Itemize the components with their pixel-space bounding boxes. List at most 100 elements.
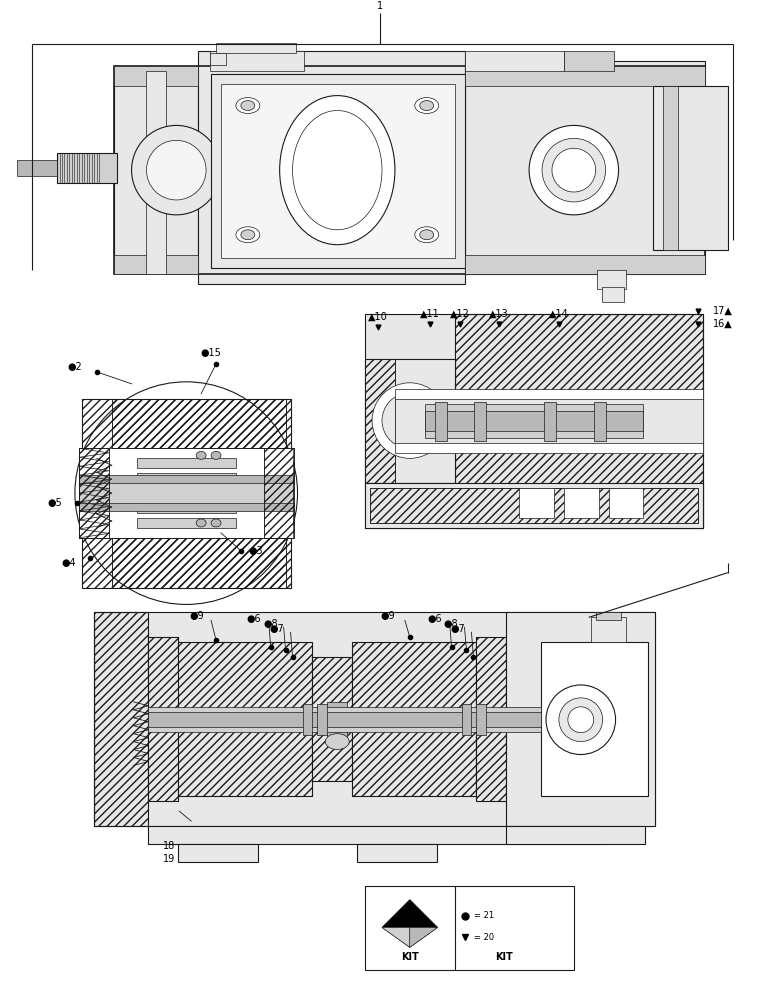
Text: ●15: ●15 (200, 348, 221, 358)
Ellipse shape (415, 227, 439, 243)
Text: = 21: = 21 (475, 911, 495, 920)
Bar (370, 488, 698, 523)
Text: ●5: ●5 (48, 498, 62, 508)
Bar (210, 53, 226, 65)
Circle shape (542, 138, 606, 202)
Text: ●7: ●7 (451, 624, 465, 634)
Text: ▲10: ▲10 (368, 312, 388, 322)
Bar (114, 71, 198, 270)
Text: ●3: ●3 (249, 546, 263, 556)
Bar (263, 448, 293, 538)
Bar (178, 642, 313, 796)
Text: 16▲: 16▲ (713, 319, 733, 329)
Bar (79, 448, 293, 538)
Text: 18: 18 (164, 841, 175, 851)
Polygon shape (382, 927, 410, 947)
Ellipse shape (420, 101, 434, 111)
Bar (357, 844, 437, 862)
Bar (178, 844, 258, 862)
Polygon shape (410, 927, 438, 947)
Bar (211, 74, 465, 268)
Bar (94, 612, 148, 826)
Ellipse shape (326, 714, 349, 730)
Bar (137, 518, 236, 528)
Text: 17▲: 17▲ (713, 306, 733, 316)
Bar (476, 637, 506, 801)
Bar (137, 503, 236, 513)
Bar (82, 399, 290, 588)
Bar (597, 270, 627, 289)
Bar (519, 488, 554, 518)
Bar (365, 314, 703, 528)
Ellipse shape (293, 111, 382, 230)
Bar (210, 51, 304, 71)
Bar (79, 483, 293, 503)
Bar (462, 704, 472, 735)
Circle shape (546, 685, 616, 755)
Bar (216, 43, 296, 53)
Bar (365, 483, 703, 528)
Bar (395, 389, 703, 453)
Text: ▲13: ▲13 (489, 309, 509, 319)
Bar (425, 404, 644, 438)
Bar (178, 642, 313, 796)
Ellipse shape (280, 96, 395, 245)
Text: ●8: ●8 (444, 619, 458, 629)
Bar (79, 448, 293, 538)
Bar (544, 402, 556, 441)
Text: ●4: ●4 (61, 558, 76, 568)
Text: ●9: ●9 (190, 611, 204, 621)
Circle shape (372, 383, 448, 458)
Bar (17, 160, 57, 176)
Ellipse shape (196, 451, 206, 459)
Bar (137, 458, 236, 468)
Bar (317, 704, 327, 735)
Ellipse shape (236, 227, 260, 243)
Bar (313, 657, 353, 781)
Bar (137, 473, 236, 483)
Bar (303, 704, 313, 735)
Bar (564, 51, 614, 71)
Bar (506, 826, 645, 844)
Ellipse shape (241, 230, 255, 240)
Bar (111, 399, 286, 448)
Bar (148, 712, 541, 727)
Circle shape (559, 698, 603, 742)
Bar (591, 617, 625, 642)
Bar (365, 359, 455, 483)
Bar (79, 448, 109, 538)
Ellipse shape (415, 98, 439, 113)
Ellipse shape (241, 101, 255, 111)
Ellipse shape (196, 519, 206, 527)
Ellipse shape (211, 451, 221, 459)
Text: ●7: ●7 (270, 624, 285, 634)
Text: ▲11: ▲11 (420, 309, 439, 319)
Text: ▲14: ▲14 (549, 309, 569, 319)
Bar (79, 475, 293, 511)
Bar (148, 826, 601, 844)
Ellipse shape (211, 519, 221, 527)
Bar (564, 488, 599, 518)
Bar (147, 71, 167, 274)
Bar (608, 488, 644, 518)
Bar (114, 66, 198, 86)
Bar (465, 51, 564, 71)
Bar (353, 642, 476, 796)
Bar (114, 66, 705, 274)
Bar (435, 402, 447, 441)
Bar (198, 61, 210, 279)
Bar (365, 886, 574, 970)
Circle shape (131, 125, 221, 215)
Text: KIT: KIT (495, 952, 513, 962)
Bar (137, 488, 236, 498)
Bar (198, 51, 465, 284)
Circle shape (147, 140, 206, 200)
Bar (465, 255, 705, 274)
Text: KIT: KIT (401, 952, 419, 962)
Text: ●6: ●6 (427, 614, 442, 624)
Circle shape (529, 125, 618, 215)
Bar (594, 402, 606, 441)
Bar (57, 153, 117, 183)
Bar (654, 86, 728, 250)
Text: 19: 19 (164, 854, 175, 864)
